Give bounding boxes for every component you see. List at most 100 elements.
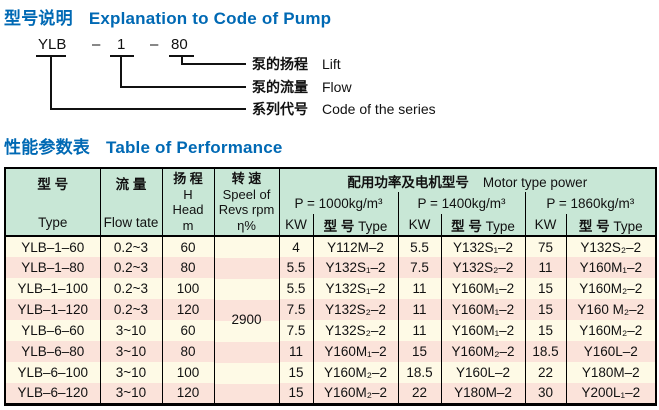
motor-type-cell: Y132S₂–2: [312, 299, 399, 320]
motor-type-cell: Y160M₂–2: [565, 278, 657, 299]
motor-type-cell: Y132S₁–2: [312, 278, 399, 299]
flow-cell: 3~10: [99, 320, 163, 341]
motor-type-cell: Y160M₂–2: [312, 383, 399, 404]
section2-title-en: Table of Performance: [106, 138, 283, 157]
col-header-type-en: Type: [38, 215, 68, 230]
flow-cell: 3~10: [99, 362, 163, 383]
motor-type-cell: Y160M₂–2: [440, 341, 526, 362]
kw-cell: 5.5: [397, 236, 442, 257]
kw-cell: 22: [524, 362, 567, 383]
motor-header-en: Motor type power: [482, 174, 588, 190]
kw-cell: 11: [278, 341, 314, 362]
motor-type-cell: Y160M₂–2: [312, 362, 399, 383]
connector-v-series: [50, 55, 52, 110]
col-header-p1860: P = 1860kg/m³: [524, 192, 657, 214]
col-header-mtype-1: 型 号 Type: [312, 214, 399, 237]
model-cell: YLB–1–80: [4, 257, 101, 278]
label-lift-en: Lift: [322, 56, 341, 72]
table-row: YLB–6–100 3~10 100 15 Y160M₂–2 18.5 Y160…: [4, 362, 657, 383]
label-series-code-en: Code of the series: [322, 101, 436, 117]
flow-cell: 0.2~3: [99, 257, 163, 278]
head-cell: 120: [161, 383, 215, 404]
label-series-code: 系列代号 Code of the series: [252, 101, 436, 118]
label-flow-zh: 泵的流量: [252, 79, 308, 95]
motor-type-cell: Y132S₂–2: [312, 320, 399, 341]
table-row: YLB–6–60 3~10 60 7.5 Y132S₂–2 11 Y160M₁–…: [4, 320, 657, 341]
col-header-p1400: P = 1400kg/m³: [397, 192, 526, 214]
connector-h-series: [50, 108, 246, 110]
flow-cell: 0.2~3: [99, 236, 163, 257]
kw-cell: 11: [397, 299, 442, 320]
label-series-code-zh: 系列代号: [252, 101, 308, 117]
col-header-kw-1: KW: [278, 214, 314, 237]
connector-h-flow: [120, 86, 246, 88]
col-header-type-zh: 型 号: [37, 177, 69, 192]
connector-v-flow: [120, 55, 122, 88]
motor-type-cell: Y180M–2: [440, 383, 526, 404]
motor-type-cell: Y160M₁–2: [440, 299, 526, 320]
kw-cell: 5.5: [278, 257, 314, 278]
kw-cell: 11: [524, 257, 567, 278]
head-cell: 80: [161, 341, 215, 362]
motor-type-cell: Y132S₁–2: [440, 236, 526, 257]
col-header-kw-3: KW: [524, 214, 567, 237]
label-lift-zh: 泵的扬程: [252, 56, 308, 72]
kw-cell: 75: [524, 236, 567, 257]
motor-type-cell: Y132S₁–2: [312, 257, 399, 278]
motor-type-cell: Y132S₂–2: [565, 236, 657, 257]
head-cell: 80: [161, 257, 215, 278]
kw-cell: 7.5: [278, 299, 314, 320]
motor-header-zh: 配用功率及电机型号: [347, 174, 469, 190]
kw-cell: 4: [278, 236, 314, 257]
model-cell: YLB–1–120: [4, 299, 101, 320]
model-cell: YLB–1–100: [4, 278, 101, 299]
code-flow: 1: [117, 36, 126, 53]
section1-title-zh: 型号说明: [4, 9, 73, 28]
col-header-flow-en: Flow tate: [103, 215, 159, 230]
motor-type-cell: Y132S₂–2: [440, 257, 526, 278]
col-header-mtype-3: 型 号 Type: [565, 214, 657, 237]
model-cell: YLB–6–80: [4, 341, 101, 362]
col-header-p1000: P = 1000kg/m³: [278, 192, 399, 214]
section-title-performance: 性能参数表 Table of Performance: [4, 133, 283, 158]
head-cell: 120: [161, 299, 215, 320]
kw-cell: 15: [524, 278, 567, 299]
table-row: YLB–6–120 3~10 120 15 Y160M₂–2 22 Y180M–…: [4, 383, 657, 404]
code-series: YLB: [38, 36, 67, 53]
motor-type-cell: Y160M₂–2: [565, 320, 657, 341]
code-dash-1: –: [92, 36, 101, 53]
motor-type-cell: Y180M–2: [565, 362, 657, 383]
col-header-head: 扬 程 H Head m: [161, 168, 215, 237]
kw-cell: 18.5: [524, 341, 567, 362]
label-flow: 泵的流量 Flow: [252, 79, 352, 96]
section1-title-en: Explanation to Code of Pump: [88, 9, 332, 28]
col-header-kw-2: KW: [397, 214, 442, 237]
section-title-code-explanation: 型号说明 Explanation to Code of Pump: [4, 4, 331, 29]
head-cell: 100: [161, 278, 215, 299]
motor-type-cell: Y160L–2: [565, 341, 657, 362]
speed-cell: 2900: [213, 236, 280, 404]
flow-cell: 3~10: [99, 341, 163, 362]
table-row: YLB–6–80 3~10 80 11 Y160M₁–2 15 Y160M₂–2…: [4, 341, 657, 362]
model-cell: YLB–6–100: [4, 362, 101, 383]
head-cell: 100: [161, 362, 215, 383]
kw-cell: 22: [397, 383, 442, 404]
label-flow-en: Flow: [322, 79, 352, 95]
kw-cell: 15: [278, 383, 314, 404]
kw-cell: 7.5: [278, 320, 314, 341]
col-header-flow: 流 量 Flow tate: [99, 168, 163, 237]
kw-cell: 15: [278, 362, 314, 383]
flow-cell: 3~10: [99, 383, 163, 404]
code-dash-2: –: [150, 36, 159, 53]
performance-table: 型 号 Type 流 量 Flow tate 扬 程 H Head m: [4, 167, 658, 406]
col-header-mtype-2: 型 号 Type: [440, 214, 526, 237]
kw-cell: 15: [524, 299, 567, 320]
motor-type-cell: Y160M₁–2: [312, 341, 399, 362]
motor-type-cell: Y160L–2: [440, 362, 526, 383]
motor-type-cell: Y200L₁–2: [565, 383, 657, 404]
motor-type-cell: Y160M₁–2: [440, 278, 526, 299]
head-cell: 60: [161, 236, 215, 257]
col-header-type: 型 号 Type: [4, 168, 101, 237]
kw-cell: 15: [397, 341, 442, 362]
